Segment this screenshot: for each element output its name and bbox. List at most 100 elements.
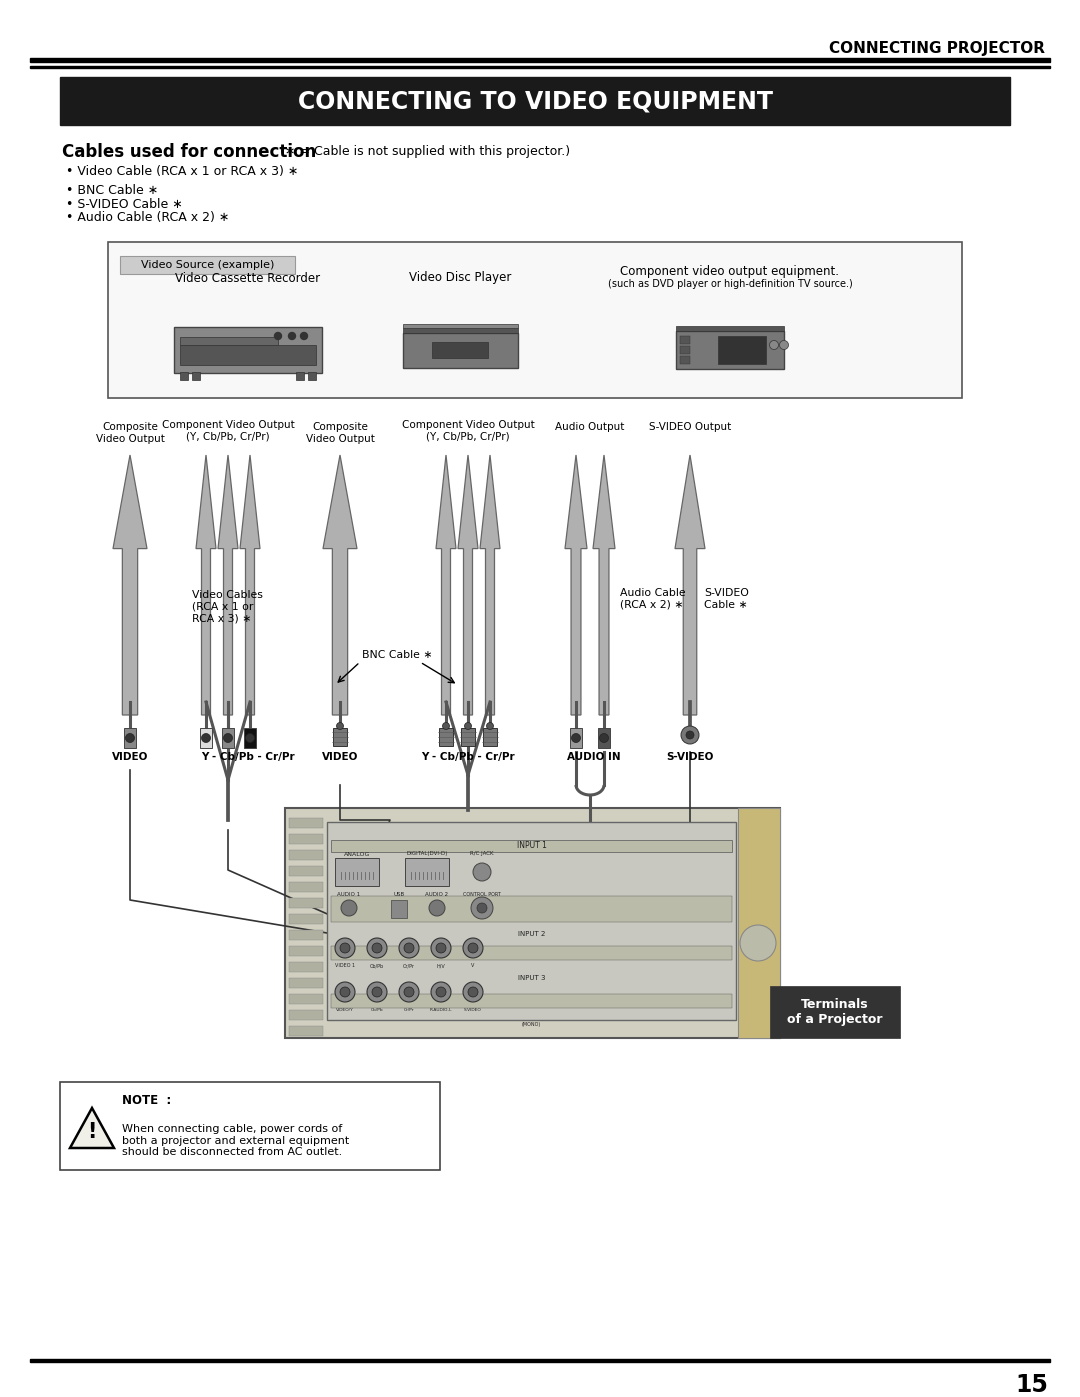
Circle shape [300, 332, 308, 339]
Bar [289, 1010, 323, 1020]
Circle shape [431, 937, 451, 958]
Text: (∗ = Cable is not supplied with this projector.): (∗ = Cable is not supplied with this pro… [280, 145, 570, 158]
Text: INPUT 3: INPUT 3 [517, 975, 545, 981]
Text: • Audio Cable (RCA x 2) ∗: • Audio Cable (RCA x 2) ∗ [66, 211, 229, 225]
Text: CONTROL PORT: CONTROL PORT [463, 891, 501, 897]
Circle shape [367, 937, 387, 958]
Circle shape [571, 733, 581, 742]
Bar [770, 986, 900, 1038]
Bar [432, 342, 488, 358]
Text: VIDEO: VIDEO [112, 752, 148, 761]
Bar [680, 337, 690, 344]
Text: • BNC Cable ∗: • BNC Cable ∗ [66, 183, 159, 197]
Bar [330, 946, 732, 960]
Text: BNC Cable ∗: BNC Cable ∗ [362, 650, 432, 659]
Bar [327, 821, 735, 1020]
Bar [680, 346, 690, 353]
Circle shape [471, 897, 492, 919]
Text: CONNECTING TO VIDEO EQUIPMENT: CONNECTING TO VIDEO EQUIPMENT [297, 89, 772, 113]
Bar [289, 930, 323, 940]
Bar [289, 914, 323, 923]
Circle shape [473, 863, 491, 882]
Circle shape [464, 722, 472, 729]
Text: VIDEO/Y: VIDEO/Y [336, 1009, 354, 1011]
Bar [483, 728, 497, 746]
Text: Terminals
of a Projector: Terminals of a Projector [787, 997, 882, 1025]
Bar [330, 895, 732, 922]
Bar [289, 1025, 323, 1037]
Text: Component Video Output
(Y, Cb/Pb, Cr/Pr): Component Video Output (Y, Cb/Pb, Cr/Pr) [402, 420, 535, 441]
Bar [289, 834, 323, 844]
Bar [289, 882, 323, 893]
Circle shape [372, 988, 382, 997]
Text: (MONO): (MONO) [522, 1023, 541, 1027]
Text: AUDIO 1: AUDIO 1 [337, 891, 361, 897]
Bar [405, 858, 449, 886]
Text: VIDEO: VIDEO [322, 752, 359, 761]
Circle shape [337, 722, 343, 729]
Text: INPUT 1: INPUT 1 [516, 841, 546, 851]
Text: VIDEO 1: VIDEO 1 [335, 963, 355, 968]
Circle shape [288, 332, 296, 339]
Circle shape [780, 341, 788, 349]
Circle shape [125, 733, 135, 742]
Bar [200, 728, 212, 747]
Bar [333, 728, 347, 746]
Bar [285, 807, 780, 1038]
Bar [676, 326, 784, 331]
Bar [174, 327, 322, 373]
Text: • Video Cable (RCA x 1 or RCA x 3) ∗: • Video Cable (RCA x 1 or RCA x 3) ∗ [66, 165, 298, 179]
Circle shape [335, 982, 355, 1002]
Bar [391, 900, 407, 918]
Bar [108, 242, 962, 398]
Text: CONNECTING PROJECTOR: CONNECTING PROJECTOR [829, 41, 1045, 56]
Circle shape [340, 943, 350, 953]
Bar [30, 59, 1050, 61]
Bar [289, 819, 323, 828]
Bar [289, 866, 323, 876]
Text: Y - Cb/Pb - Cr/Pr: Y - Cb/Pb - Cr/Pr [201, 752, 295, 761]
Circle shape [404, 988, 414, 997]
Bar [120, 256, 295, 274]
Text: Cb/Pb: Cb/Pb [370, 963, 384, 968]
Bar [335, 858, 379, 886]
Bar [680, 356, 690, 365]
Circle shape [740, 925, 777, 961]
Text: Composite
Video Output: Composite Video Output [306, 422, 375, 444]
Circle shape [463, 937, 483, 958]
Circle shape [399, 937, 419, 958]
Circle shape [686, 731, 694, 739]
Bar [438, 728, 453, 746]
Text: R-AUDIO-L: R-AUDIO-L [430, 1009, 453, 1011]
Circle shape [436, 943, 446, 953]
Bar [403, 324, 517, 327]
Circle shape [599, 733, 608, 742]
Text: • S-VIDEO Cable ∗: • S-VIDEO Cable ∗ [66, 197, 183, 211]
Bar [289, 898, 323, 908]
Text: NOTE  :: NOTE : [122, 1094, 172, 1106]
Bar [403, 327, 517, 332]
Bar [192, 372, 200, 380]
Circle shape [341, 900, 357, 916]
Circle shape [443, 722, 449, 729]
Text: INPUT 2: INPUT 2 [517, 930, 545, 937]
Circle shape [245, 733, 255, 742]
Bar [570, 728, 582, 747]
Polygon shape [480, 455, 500, 715]
Text: Video Cassette Recorder: Video Cassette Recorder [175, 271, 321, 285]
Bar [124, 728, 136, 747]
Polygon shape [436, 455, 456, 715]
Text: AUDIO IN: AUDIO IN [567, 752, 621, 761]
Polygon shape [593, 455, 615, 715]
Text: Cr/Pr: Cr/Pr [404, 1009, 415, 1011]
Circle shape [372, 943, 382, 953]
Bar [718, 337, 766, 365]
Circle shape [463, 982, 483, 1002]
Bar [222, 728, 234, 747]
Text: S-VIDEO: S-VIDEO [464, 1009, 482, 1011]
Circle shape [429, 900, 445, 916]
Text: S-VIDEO: S-VIDEO [666, 752, 714, 761]
Text: DIGITAL(DVI-D): DIGITAL(DVI-D) [406, 852, 448, 856]
Bar [30, 1359, 1050, 1362]
Bar [289, 978, 323, 988]
